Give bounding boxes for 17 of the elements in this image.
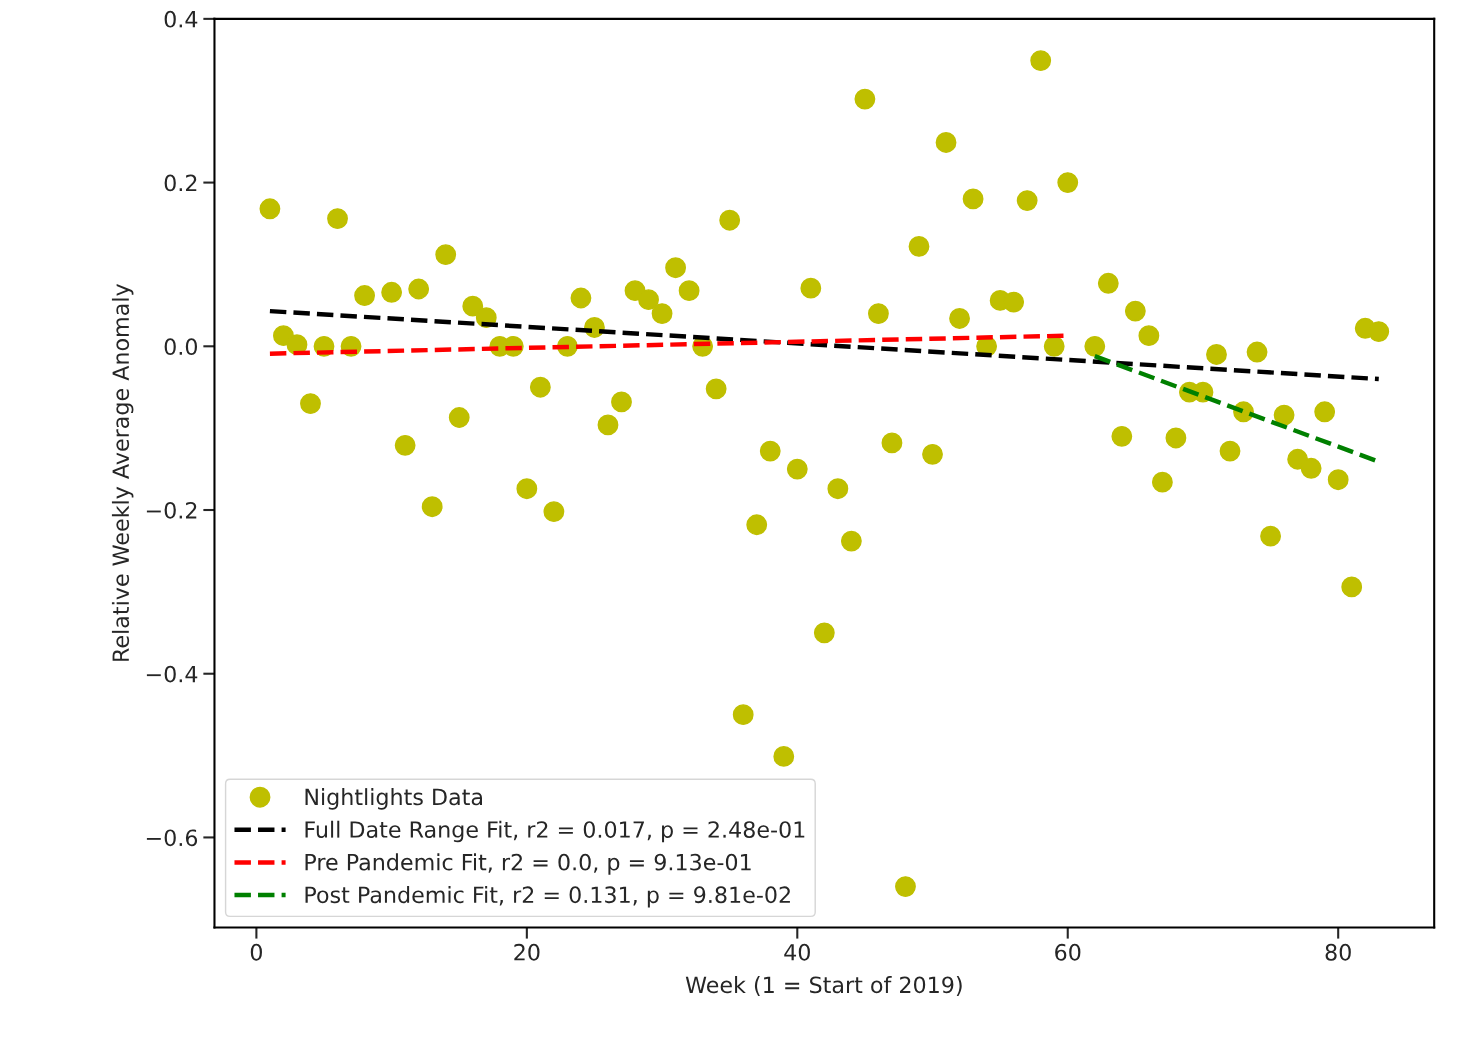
y-tick-label: −0.6 bbox=[146, 829, 198, 847]
x-tick-label: 80 bbox=[1325, 943, 1351, 961]
x-tick-label: 60 bbox=[1055, 943, 1081, 961]
legend-label: Pre Pandemic Fit, r2 = 0.0, p = 9.13e-01 bbox=[305, 853, 751, 875]
x-tick-label: 20 bbox=[514, 943, 540, 961]
x-tick-label: 0 bbox=[250, 943, 262, 961]
x-tick-label: 40 bbox=[784, 943, 810, 961]
y-tick-label: −0.4 bbox=[146, 665, 198, 683]
y-tick-label: 0.0 bbox=[164, 338, 198, 356]
legend-label: Full Date Range Fit, r2 = 0.017, p = 2.48e-01 bbox=[305, 820, 805, 843]
y-axis-title: Relative Weekly Average Anomaly bbox=[111, 283, 134, 661]
legend-label: Post Pandemic Fit, r2 = 0.131, p = 9.81e-02 bbox=[305, 885, 790, 908]
legend-label: Nightlights Data bbox=[305, 788, 482, 810]
y-tick-label: 0.4 bbox=[164, 10, 198, 28]
x-axis-title: Week (1 = Start of 2019) bbox=[685, 976, 962, 996]
y-tick-label: −0.2 bbox=[146, 501, 197, 519]
y-tick-label: 0.2 bbox=[164, 174, 197, 192]
